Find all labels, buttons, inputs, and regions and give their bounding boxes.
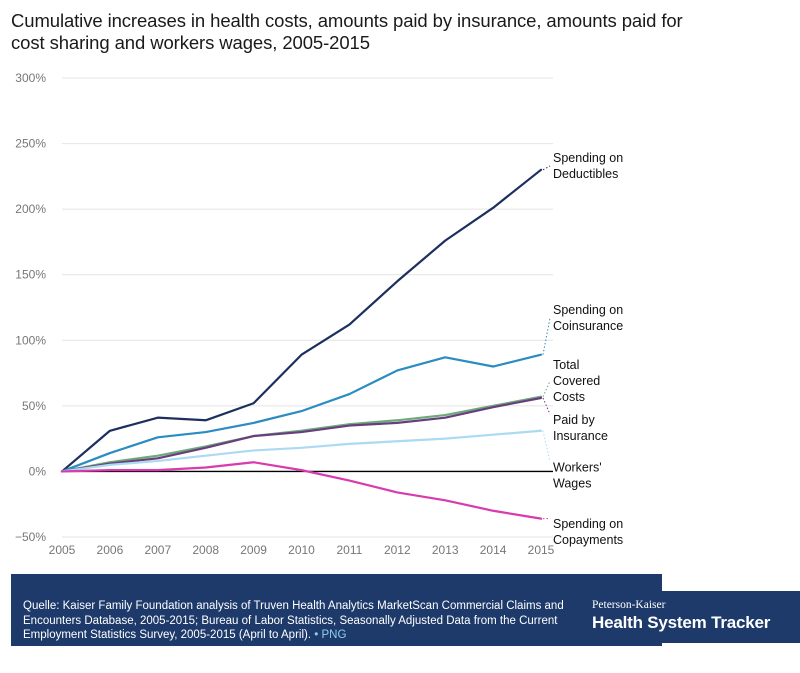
y-tick-label: 50% (22, 399, 46, 413)
x-tick-label: 2013 (432, 543, 459, 557)
x-tick-label: 2014 (480, 543, 507, 557)
line-chart: −50% 0% 50% 100% 150% 200% 250% 300% 2005 2006 200… (15, 71, 623, 557)
png-download-link[interactable]: PNG (321, 629, 347, 641)
series-label: Workers' (553, 460, 602, 474)
source-text: Quelle: Kaiser Family Foundation analysi… (23, 600, 564, 641)
x-tick-label: 2008 (192, 543, 219, 557)
series-label: Spending on (553, 151, 623, 165)
png-separator: • (314, 629, 319, 641)
x-tick-label: 2009 (240, 543, 267, 557)
x-tick-label: 2007 (144, 543, 171, 557)
series-line (60, 168, 543, 473)
series-label: Covered (553, 374, 600, 388)
series-label: Insurance (553, 429, 608, 443)
series-line (60, 429, 543, 473)
brand-main-text: Health System Tracker (592, 613, 771, 632)
series-label: Spending on (553, 517, 623, 531)
x-tick-label: 2015 (528, 543, 555, 557)
series-label: Costs (553, 390, 585, 404)
series-label: Copayments (553, 533, 623, 547)
chart-title: Cumulative increases in health costs, am… (11, 10, 683, 53)
series-line (60, 353, 543, 473)
brand-logo[interactable]: Peterson-Kaiser Health System Tracker (570, 591, 800, 643)
x-tick-label: 2005 (49, 543, 76, 557)
label-leader (542, 380, 551, 397)
series-label: Wages (553, 476, 591, 490)
y-tick-label: 250% (15, 137, 46, 151)
series-labels: Spending on Deductibles Spending on Coinsur… (542, 151, 623, 547)
y-tick-label: 300% (15, 71, 46, 85)
x-tick-label: 2011 (336, 543, 362, 557)
series-line (60, 461, 543, 520)
x-tick-label: 2012 (384, 543, 411, 557)
series-label: Paid by (553, 413, 595, 427)
series-label: Coinsurance (553, 319, 623, 333)
x-tick-label: 2010 (288, 543, 315, 557)
grid-layer: −50% 0% 50% 100% 150% 200% 250% 300% 2005 2006 200… (15, 71, 555, 557)
label-leader (542, 430, 551, 462)
brand-top-text: Peterson-Kaiser (592, 599, 666, 611)
label-leader (542, 165, 551, 171)
y-tick-label: 200% (15, 202, 46, 216)
series-label: Total (553, 358, 579, 372)
series-line (60, 395, 543, 473)
y-tick-label: 0% (29, 464, 47, 478)
label-leader (542, 317, 551, 355)
series-label: Deductibles (553, 167, 618, 181)
y-tick-label: 150% (15, 268, 46, 282)
x-tick-label: 2006 (97, 543, 124, 557)
y-tick-label: 100% (15, 333, 46, 347)
source-footer: Quelle: Kaiser Family Foundation analysi… (11, 574, 662, 646)
series-lines (60, 168, 543, 520)
label-leader (542, 397, 551, 415)
y-tick-label: −50% (15, 530, 46, 544)
series-line (60, 396, 543, 473)
source-note: Quelle: Kaiser Family Foundation analysi… (23, 599, 571, 643)
series-label: Spending on (553, 303, 623, 317)
